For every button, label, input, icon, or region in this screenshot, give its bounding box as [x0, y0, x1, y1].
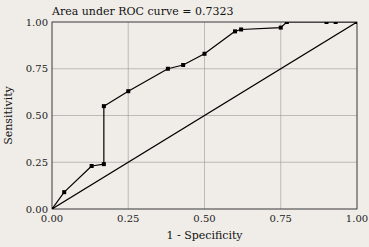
- point-marker: [279, 26, 283, 30]
- x-axis-label: 1 - Specificity: [166, 229, 243, 242]
- y-tick-label: 1.00: [26, 17, 48, 28]
- series-line: [52, 22, 357, 209]
- y-tick-label: 0.75: [26, 63, 48, 74]
- point-marker: [62, 190, 66, 194]
- x-tick-label: 0.25: [117, 213, 139, 224]
- y-grid-line: [52, 68, 357, 69]
- point-marker: [102, 104, 106, 108]
- y-tick-label: 0.50: [26, 110, 48, 121]
- x-tick-label: 0.75: [270, 213, 292, 224]
- point-marker: [233, 29, 237, 33]
- point-marker: [102, 162, 106, 166]
- point-marker: [90, 164, 94, 168]
- point-marker: [325, 22, 329, 24]
- point-marker: [285, 22, 289, 24]
- plot-area: [52, 22, 357, 209]
- point-marker: [239, 27, 243, 31]
- x-tick-label: 1.00: [346, 213, 368, 224]
- plot-frame: [52, 22, 357, 209]
- series-line: [52, 22, 357, 209]
- x-tick-label: 0.50: [193, 213, 215, 224]
- y-tick-label: 0.25: [26, 157, 48, 168]
- point-marker: [166, 67, 170, 71]
- point-marker: [181, 63, 185, 67]
- point-marker: [126, 89, 130, 93]
- point-marker: [334, 22, 338, 24]
- x-tick-label: 0.00: [41, 213, 63, 224]
- y-axis-label: Sensitivity: [2, 85, 15, 144]
- background: [0, 0, 369, 247]
- chart-title: Area under ROC curve = 0.7323: [51, 5, 233, 18]
- chart: 0.00 0.25 0.50 0.75 1.00 0.00 0.25 0.50 0.75 1.00…: [0, 0, 369, 247]
- point-marker: [203, 52, 207, 56]
- y-tick-label: 0.00: [26, 204, 48, 215]
- y-grid-line: [52, 162, 357, 163]
- grid: [52, 22, 357, 209]
